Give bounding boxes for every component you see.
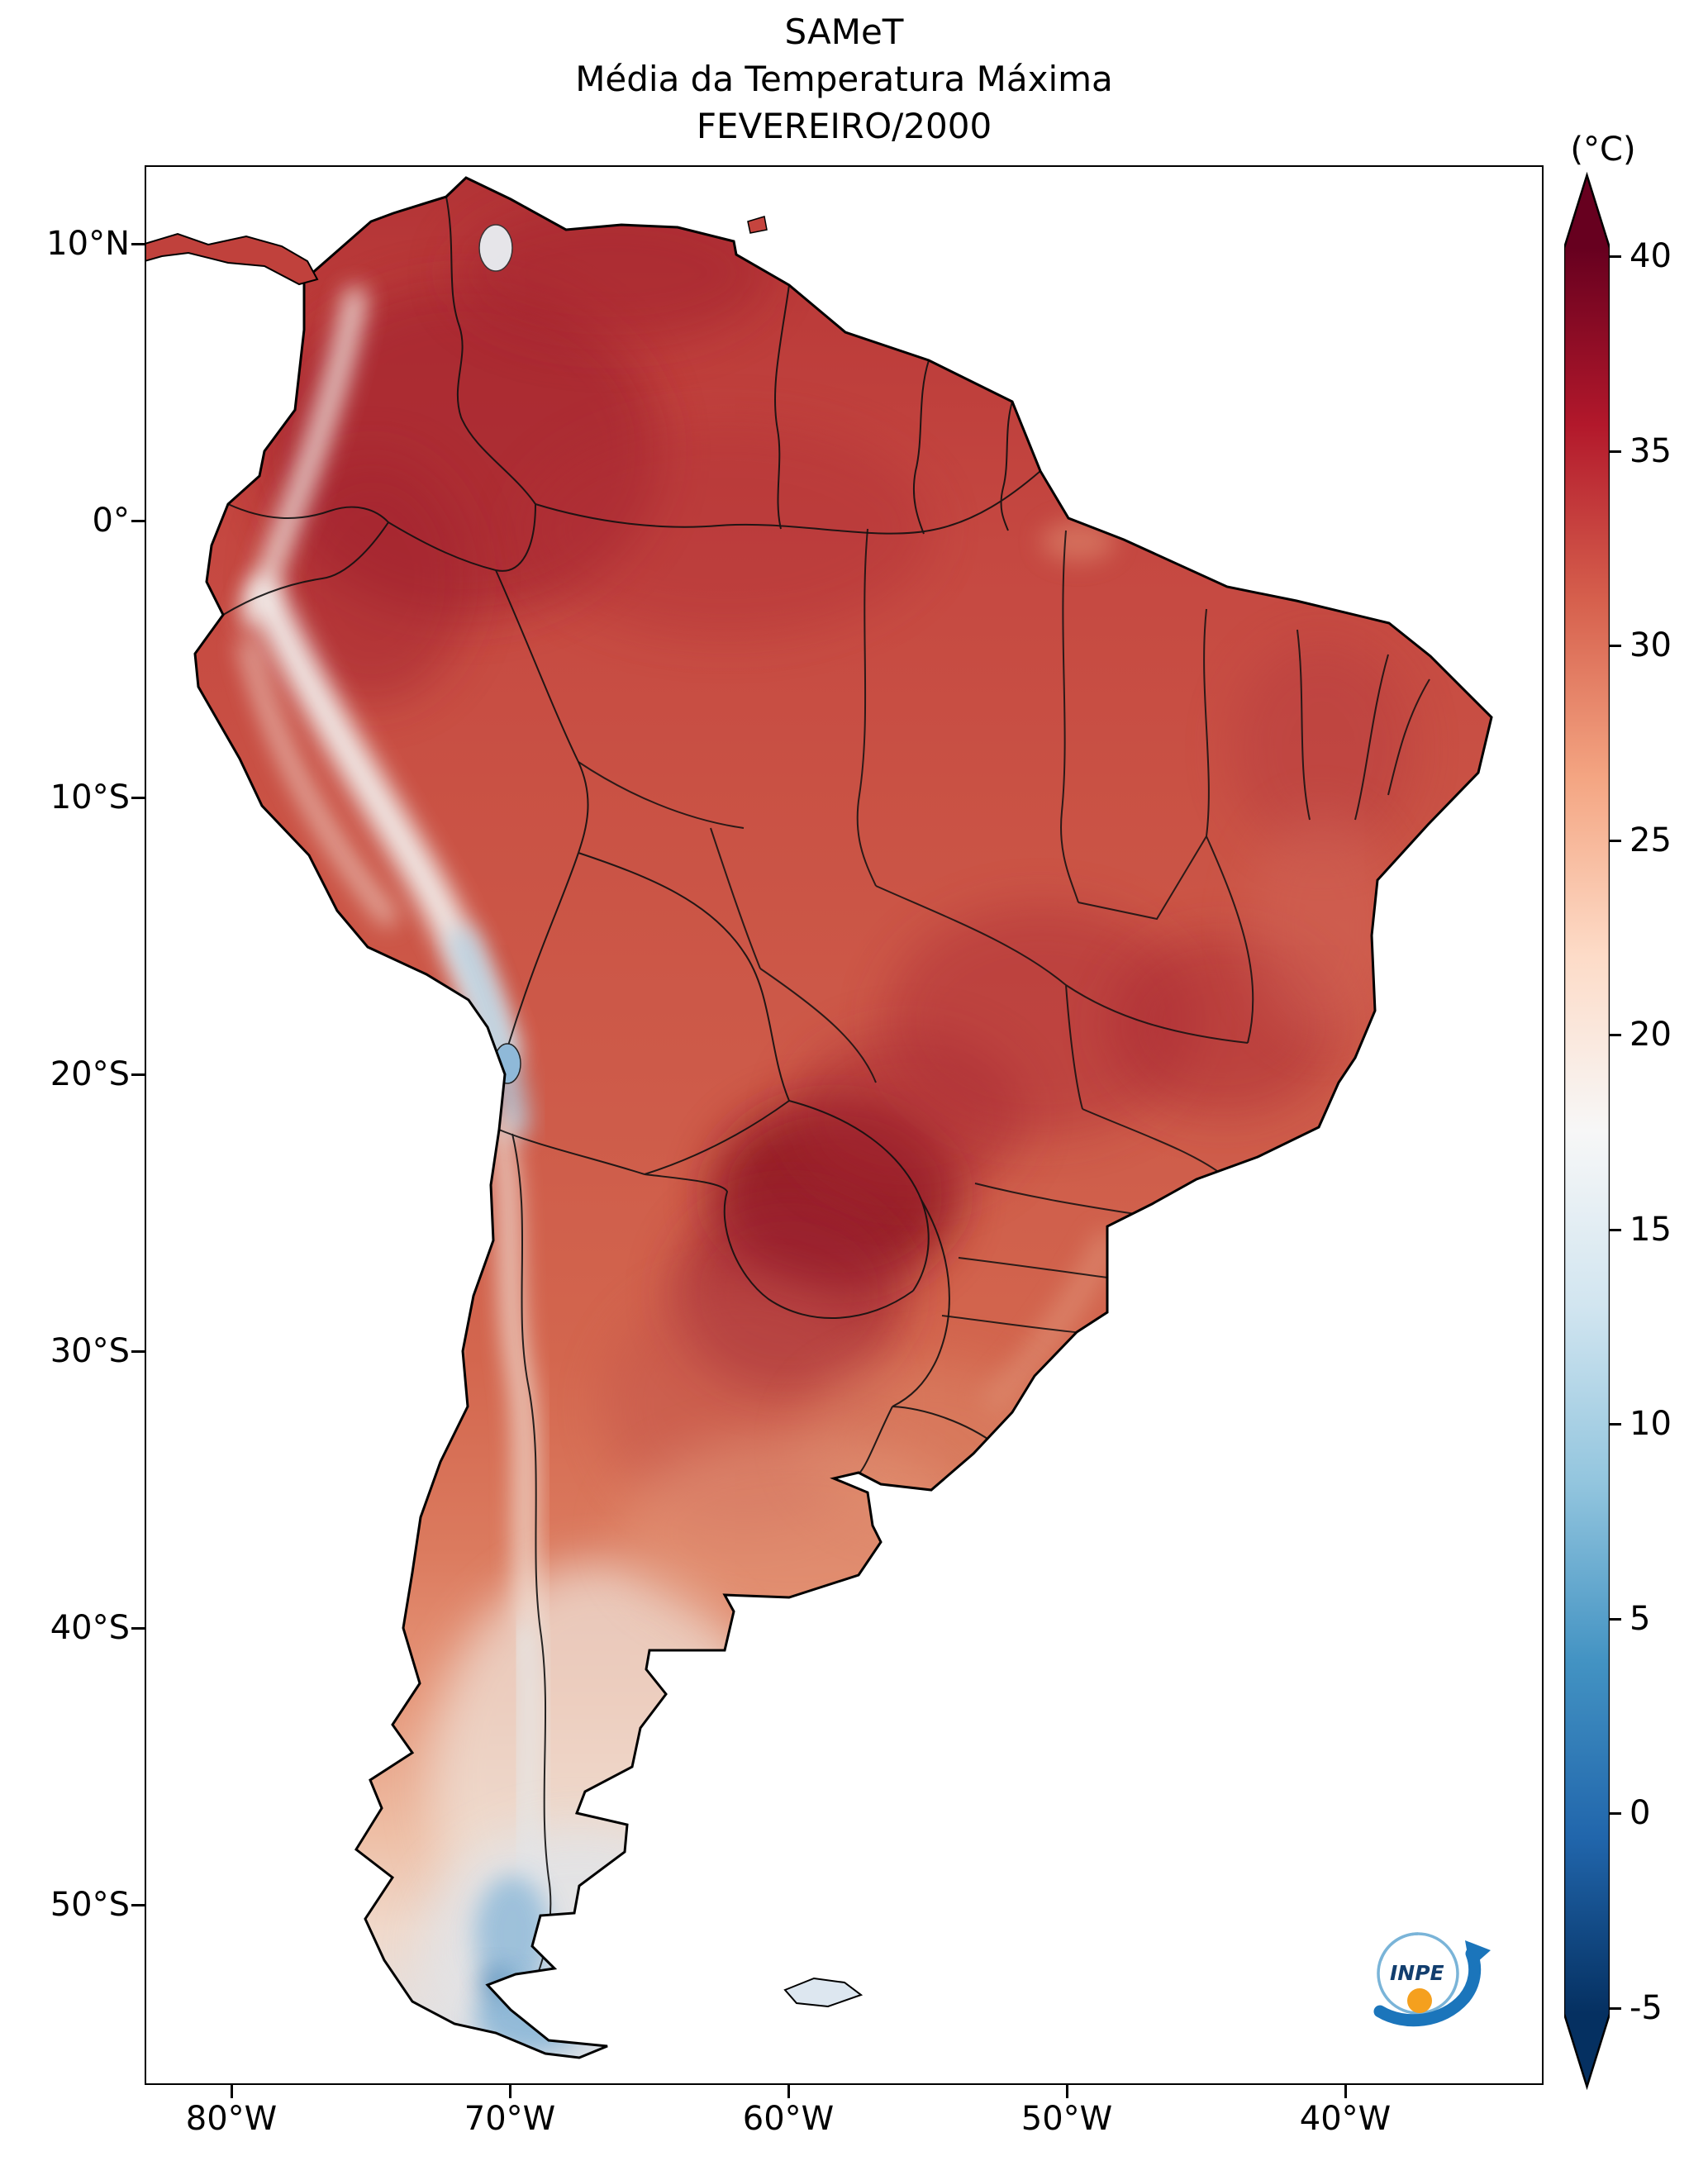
colorbar — [1564, 171, 1610, 2091]
colorbar-gradient — [1564, 248, 1610, 2014]
colorbar-tick-mark — [1610, 1811, 1621, 1815]
title-line2: Média da Temperatura Máxima — [575, 59, 1113, 99]
x-tick-label: 40°W — [1299, 2100, 1392, 2138]
colorbar-tick-mark — [1610, 450, 1621, 453]
x-tick-label: 60°W — [742, 2100, 835, 2138]
x-tick-label: 80°W — [185, 2100, 278, 2138]
title-line3: FEVEREIRO/2000 — [696, 106, 992, 146]
colorbar-tick-label: 25 — [1629, 821, 1672, 859]
inpe-logo-arrowhead — [1465, 1940, 1491, 1968]
x-tick-mark — [508, 2085, 511, 2098]
lake-maracaibo — [478, 224, 513, 272]
inpe-logo-arrow — [1373, 1947, 1482, 2027]
y-tick-mark — [131, 242, 145, 245]
colorbar-tick-label: 10 — [1629, 1405, 1672, 1443]
colorbar-tick-label: 15 — [1629, 1211, 1672, 1249]
y-tick-mark — [131, 796, 145, 799]
colorbar-tick-label: 30 — [1629, 626, 1672, 664]
colorbar-tick-label: 20 — [1629, 1016, 1672, 1054]
falkland-island — [783, 1977, 864, 2008]
y-tick-mark — [131, 1073, 145, 1076]
inpe-logo: INPE — [1373, 1932, 1491, 2027]
lake-titicaca — [493, 1043, 521, 1084]
inpe-logo-dot — [1407, 1988, 1432, 2013]
colorbar-lower-arrow — [1564, 2014, 1610, 2087]
colorbar-tick-label: -5 — [1629, 1989, 1663, 2027]
colorbar-tick-label: 5 — [1629, 1600, 1651, 1638]
y-tick-mark — [131, 1903, 145, 1906]
colorbar-tick-mark — [1610, 1033, 1621, 1036]
y-tick-label: 10°S — [50, 778, 130, 816]
y-tick-label: 10°N — [46, 225, 130, 263]
title-line1: SAMeT — [784, 12, 904, 52]
inpe-logo-swirl — [1379, 1932, 1419, 1961]
y-tick-mark — [131, 1626, 145, 1630]
colorbar-unit-label: (°C) — [1570, 131, 1636, 169]
inpe-logo-text: INPE — [1390, 1961, 1444, 1985]
x-tick-label: 50°W — [1021, 2100, 1113, 2138]
y-tick-label: 50°S — [50, 1886, 130, 1924]
colorbar-outline — [1564, 171, 1610, 2091]
x-tick-label: 70°W — [464, 2100, 556, 2138]
figure-title: SAMeT Média da Temperatura Máxima FEVERE… — [145, 8, 1544, 150]
south-america-coastline — [193, 176, 1493, 2059]
y-tick-mark — [131, 519, 145, 522]
x-tick-mark — [1065, 2085, 1068, 2098]
colorbar-tick-mark — [1610, 1617, 1621, 1621]
colorbar-tick-label: 40 — [1629, 237, 1672, 275]
y-tick-label: 0° — [92, 502, 130, 540]
x-tick-mark — [1344, 2085, 1347, 2098]
trinidad-island — [747, 216, 768, 234]
y-tick-label: 40°S — [50, 1609, 130, 1647]
colorbar-tick-mark — [1610, 255, 1621, 258]
colorbar-tick-mark — [1610, 839, 1621, 842]
colorbar-tick-label: 35 — [1629, 432, 1672, 470]
colorbar-tick-mark — [1610, 1228, 1621, 1231]
colorbar-tick-mark — [1610, 644, 1621, 647]
colorbar-tick-label: 0 — [1629, 1794, 1651, 1832]
y-tick-label: 30°S — [50, 1332, 130, 1370]
x-tick-mark — [230, 2085, 233, 2098]
colorbar-tick-mark — [1610, 2006, 1621, 2010]
temperature-field — [195, 178, 1492, 2058]
y-tick-label: 20°S — [50, 1055, 130, 1093]
colorbar-tick-mark — [1610, 1422, 1621, 1426]
y-tick-mark — [131, 1349, 145, 1353]
map-svg — [145, 176, 1493, 2059]
state-borders — [578, 528, 1430, 1335]
colorbar-upper-arrow — [1564, 175, 1610, 248]
country-borders — [222, 196, 1041, 2047]
central-america-strip — [145, 232, 319, 286]
x-tick-mark — [787, 2085, 790, 2098]
